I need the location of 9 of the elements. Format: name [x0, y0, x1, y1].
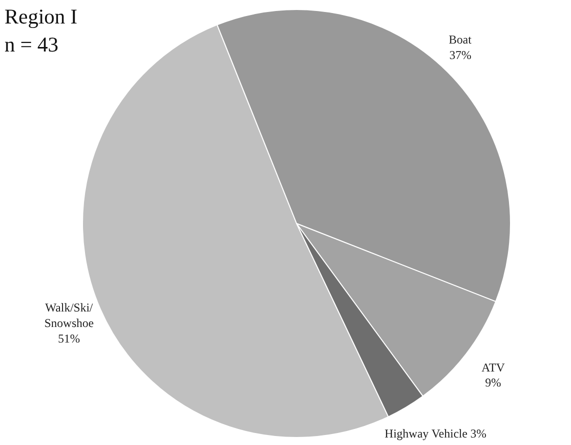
text: n = 43 [4, 32, 58, 56]
slice-label: Walk/Ski/Snowshoe [44, 300, 94, 330]
data-label: 37% [449, 48, 472, 62]
slice-label: Highway Vehicle 3% [384, 426, 486, 440]
slice-label: ATV [482, 360, 506, 374]
chart-title: Region I [4, 4, 78, 28]
data-label: 9% [485, 376, 502, 390]
slice-label: Boat [448, 32, 472, 47]
data-label: 51% [58, 331, 80, 346]
